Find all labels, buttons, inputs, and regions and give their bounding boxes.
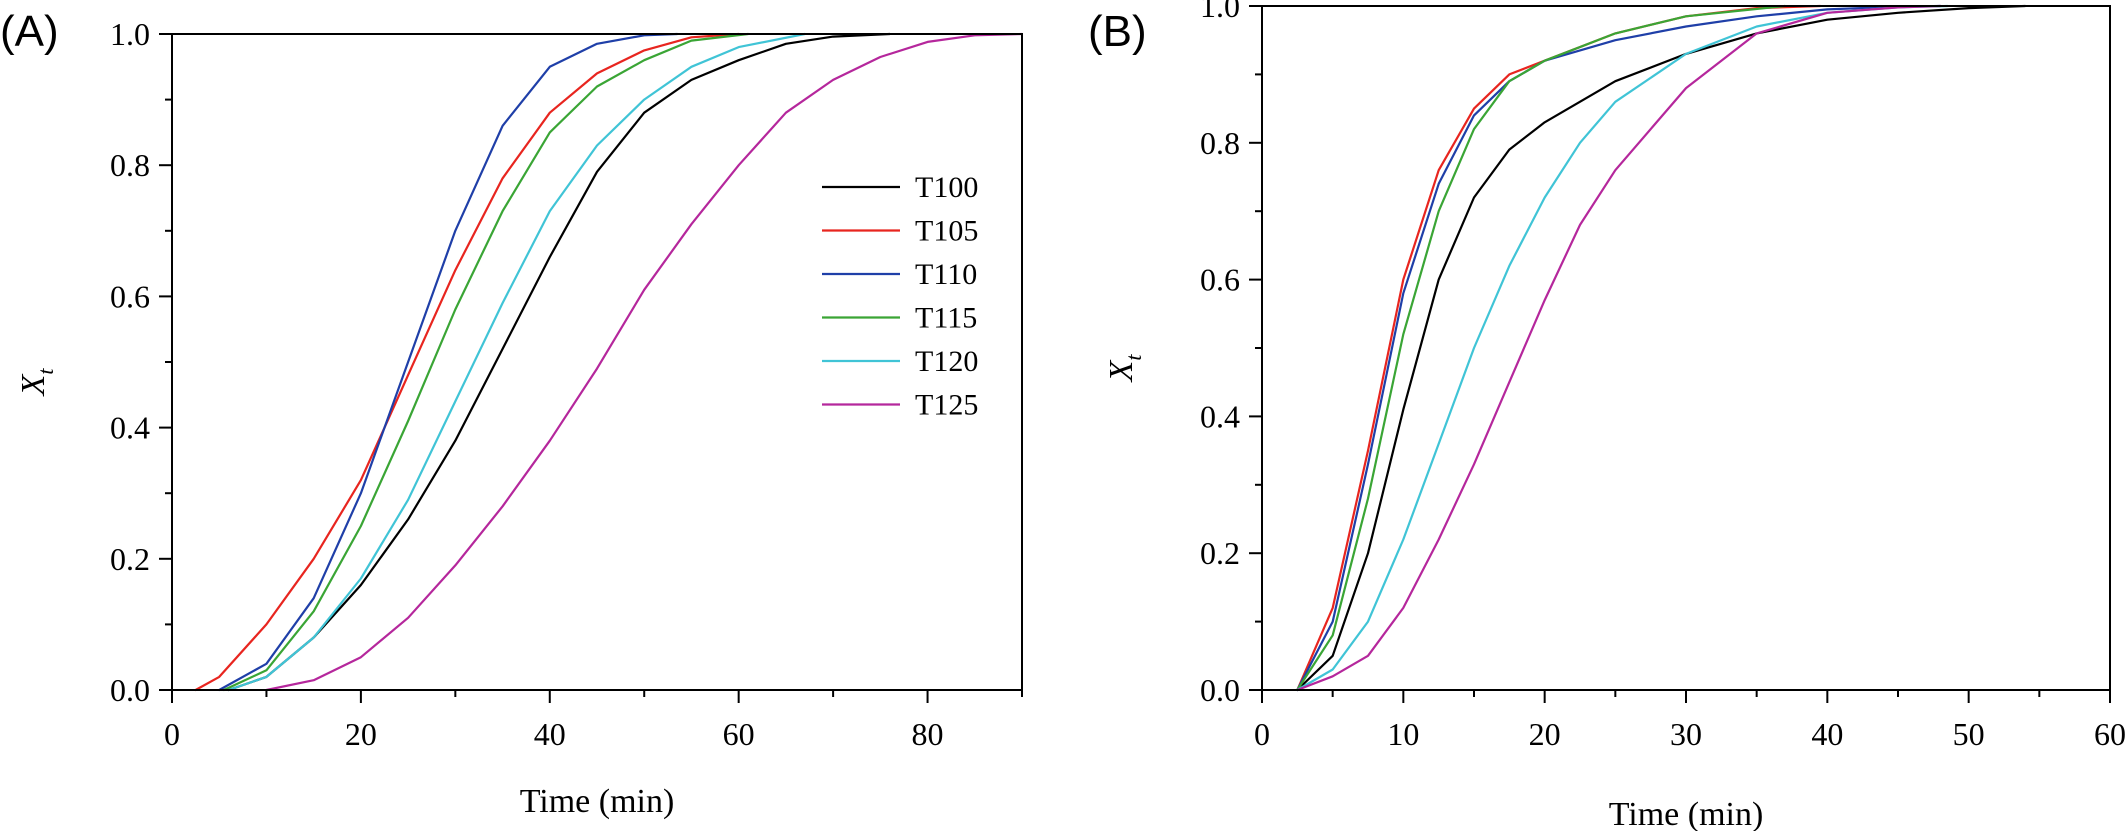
series-line-t110 xyxy=(218,32,679,692)
y-axis-title: Xt xyxy=(1103,354,1146,384)
y-tick-label: 0.0 xyxy=(110,672,150,708)
x-tick-label: 0 xyxy=(1254,716,1270,752)
x-tick-label: 10 xyxy=(1387,716,1419,752)
legend-label: T115 xyxy=(915,302,977,335)
series-line-t105 xyxy=(1296,4,1822,692)
y-tick-label: 0.0 xyxy=(1200,672,1240,708)
y-tick-label: 0.4 xyxy=(1200,398,1240,434)
y-tick-label: 0.2 xyxy=(110,541,150,577)
y-tick-label: 1.0 xyxy=(110,16,150,52)
series-line-t115 xyxy=(1296,4,1786,692)
x-tick-label: 40 xyxy=(534,716,566,752)
y-tick-label: 0.8 xyxy=(110,147,150,183)
y-tick-label: 0.8 xyxy=(1200,125,1240,161)
series-line-t110 xyxy=(1296,4,1942,692)
y-tick-label: 0.6 xyxy=(110,278,150,314)
legend-label: T105 xyxy=(915,215,978,248)
x-tick-label: 20 xyxy=(1529,716,1561,752)
series-line-t115 xyxy=(222,32,750,692)
x-tick-label: 30 xyxy=(1670,716,1702,752)
x-tick-label: 40 xyxy=(1811,716,1843,752)
y-tick-label: 1.0 xyxy=(1200,0,1240,24)
x-tick-label: 60 xyxy=(2094,716,2126,752)
series-line-t100 xyxy=(1296,4,2027,692)
y-tick-label: 0.2 xyxy=(1200,535,1240,571)
y-tick-label: 0.6 xyxy=(1200,262,1240,298)
x-tick-label: 20 xyxy=(345,716,377,752)
series-line-t105 xyxy=(194,32,740,692)
y-axis-title: Xt xyxy=(15,368,58,398)
series-lines xyxy=(1296,4,2027,692)
x-tick-label: 60 xyxy=(723,716,755,752)
series-line-t125 xyxy=(265,32,1024,692)
legend-label: T120 xyxy=(915,345,978,378)
x-tick-label: 80 xyxy=(912,716,944,752)
series-line-t100 xyxy=(227,32,891,692)
series-line-t125 xyxy=(1296,4,1942,692)
series-line-t120 xyxy=(227,32,806,692)
panel-b: (B) 0 10 20 30 40 50 60 0.0 0.2 0.4 0.6 0.8 1.0 Time (… xyxy=(1088,0,2126,831)
series-line-t120 xyxy=(1296,4,1949,692)
panel-label: (B) xyxy=(1088,7,1147,56)
x-tick-label: 0 xyxy=(164,716,180,752)
x-axis-title: Time (min) xyxy=(520,783,675,820)
legend-label: T100 xyxy=(915,171,978,204)
series-lines xyxy=(194,32,1024,692)
y-tick-label: 0.4 xyxy=(110,410,150,446)
legend-label: T125 xyxy=(915,389,978,422)
x-axis-title: Time (min) xyxy=(1609,796,1764,831)
legend: T100 T105 T110 T115 T120 T125 xyxy=(822,171,978,422)
panel-label: (A) xyxy=(0,7,59,56)
panel-a: (A) 0 20 40 60 80 0.0 0.2 0.4 0.6 0.8 1.0 Time (min)… xyxy=(0,7,1024,820)
x-tick-label: 50 xyxy=(1953,716,1985,752)
legend-label: T110 xyxy=(915,258,977,291)
